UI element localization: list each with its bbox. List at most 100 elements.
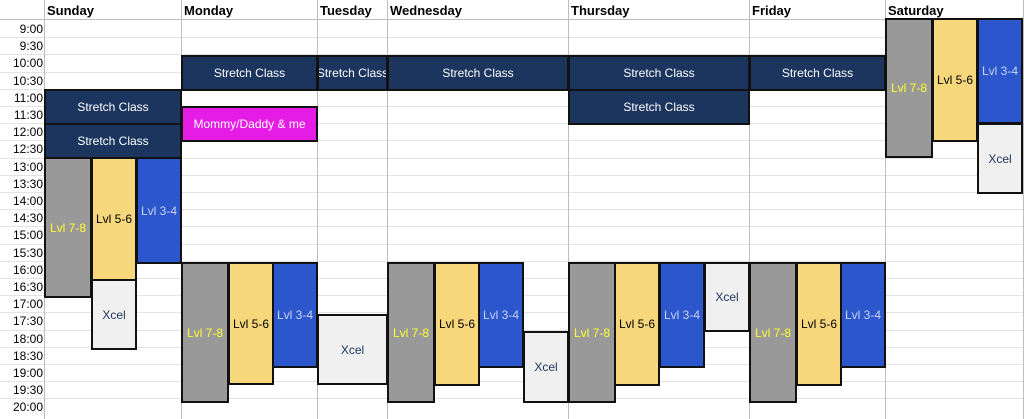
lvl-5-6-sunday[interactable]: Lvl 5-6 [91, 157, 137, 281]
row-gridline [0, 140, 1024, 141]
event-label: Lvl 3-4 [844, 308, 882, 322]
lvl-5-6-friday[interactable]: Lvl 5-6 [796, 262, 842, 386]
event-label: Lvl 5-6 [936, 73, 974, 87]
lvl-7-8-saturday[interactable]: Lvl 7-8 [885, 18, 933, 158]
column-gridline [317, 0, 318, 419]
event-label: Stretch Class [781, 66, 854, 80]
event-label: Stretch Class [623, 66, 695, 80]
row-gridline [0, 244, 1024, 245]
event-label: Lvl 3-4 [482, 308, 520, 322]
lvl-7-8-sunday[interactable]: Lvl 7-8 [44, 157, 92, 298]
xcel-thursday[interactable]: Xcel [704, 262, 750, 332]
event-label: Xcel [102, 307, 126, 322]
lvl-3-4-saturday[interactable]: Lvl 3-4 [977, 18, 1023, 124]
stretch-class-tuesday[interactable]: Stretch Class [317, 55, 388, 91]
time-label: 14:00 [12, 194, 43, 208]
event-label: Lvl 7-8 [186, 325, 224, 340]
row-gridline [0, 381, 1024, 382]
stretch-class-thursday-1000[interactable]: Stretch Class [568, 55, 750, 91]
event-label: Xcel [340, 342, 365, 357]
time-label: 20:00 [12, 400, 43, 414]
time-label: 18:30 [12, 349, 43, 363]
event-label: Lvl 3-4 [663, 308, 701, 322]
time-label: 11:30 [13, 108, 43, 122]
event-label: Xcel [715, 290, 739, 304]
row-gridline [0, 398, 1024, 399]
time-label: 14:30 [12, 211, 43, 225]
event-label: Lvl 5-6 [438, 317, 476, 331]
column-gridline [749, 0, 750, 419]
lvl-5-6-monday[interactable]: Lvl 5-6 [228, 262, 274, 385]
time-label: 9:00 [19, 22, 43, 36]
day-header-wednesday: Wednesday [390, 3, 463, 18]
row-gridline [0, 209, 1024, 210]
row-gridline [0, 226, 1024, 227]
xcel-wednesday[interactable]: Xcel [523, 331, 569, 403]
time-label: 15:30 [12, 246, 43, 260]
lvl-5-6-saturday[interactable]: Lvl 5-6 [932, 18, 978, 142]
day-header-saturday: Saturday [888, 3, 944, 18]
row-gridline [0, 106, 1024, 107]
event-label: Lvl 5-6 [800, 317, 838, 331]
lvl-3-4-wednesday[interactable]: Lvl 3-4 [478, 262, 524, 368]
event-label: Lvl 7-8 [49, 220, 87, 235]
time-label: 10:30 [12, 74, 43, 88]
xcel-sunday[interactable]: Xcel [91, 279, 137, 350]
time-label: 13:00 [12, 160, 43, 174]
stretch-class-monday[interactable]: Stretch Class [181, 55, 318, 91]
stretch-class-thursday-1100[interactable]: Stretch Class [568, 89, 750, 125]
event-label: Lvl 7-8 [392, 325, 430, 340]
event-label: Xcel [988, 151, 1012, 166]
event-label: Lvl 5-6 [618, 317, 656, 331]
column-gridline [568, 0, 569, 419]
event-label: Lvl 3-4 [981, 64, 1019, 78]
column-gridline [387, 0, 388, 419]
day-header-monday: Monday [184, 3, 234, 18]
time-label: 19:30 [12, 383, 43, 397]
time-label: 12:00 [12, 125, 43, 139]
stretch-class-friday[interactable]: Stretch Class [749, 55, 886, 91]
lvl-3-4-friday[interactable]: Lvl 3-4 [840, 262, 886, 368]
lvl-7-8-friday[interactable]: Lvl 7-8 [749, 262, 797, 403]
lvl-5-6-thursday[interactable]: Lvl 5-6 [614, 262, 660, 386]
event-label: Stretch Class [442, 66, 514, 80]
event-label: Mommy/Daddy & me [193, 117, 306, 131]
event-label: Lvl 7-8 [754, 325, 792, 340]
time-label: 18:00 [12, 332, 43, 346]
row-gridline [0, 192, 1024, 193]
time-label: 12:30 [12, 142, 43, 156]
event-label: Lvl 3-4 [276, 308, 314, 322]
lvl-3-4-monday[interactable]: Lvl 3-4 [272, 262, 318, 368]
time-label: 16:30 [12, 280, 43, 294]
event-label: Stretch Class [77, 100, 149, 114]
day-header-sunday: Sunday [47, 3, 94, 18]
row-gridline [0, 261, 1024, 262]
lvl-7-8-wednesday[interactable]: Lvl 7-8 [387, 262, 435, 403]
time-label: 13:30 [12, 177, 43, 191]
day-header-tuesday: Tuesday [320, 3, 372, 18]
time-label: 15:00 [12, 228, 43, 242]
time-label: 10:00 [12, 56, 43, 70]
stretch-class-wednesday[interactable]: Stretch Class [387, 55, 569, 91]
lvl-5-6-wednesday[interactable]: Lvl 5-6 [434, 262, 480, 386]
time-label: 9:30 [19, 39, 43, 53]
lvl-7-8-thursday[interactable]: Lvl 7-8 [568, 262, 616, 403]
stretch-class-sunday-1100[interactable]: Stretch Class [44, 89, 182, 125]
xcel-saturday[interactable]: Xcel [977, 123, 1023, 194]
lvl-7-8-monday[interactable]: Lvl 7-8 [181, 262, 229, 403]
event-label: Stretch Class [317, 66, 388, 80]
stretch-class-sunday-1200[interactable]: Stretch Class [44, 123, 182, 159]
mommy-daddy-me-monday[interactable]: Mommy/Daddy & me [181, 106, 318, 142]
lvl-3-4-thursday[interactable]: Lvl 3-4 [659, 262, 705, 368]
row-gridline [0, 54, 1024, 55]
xcel-tuesday[interactable]: Xcel [317, 314, 388, 385]
row-gridline [0, 37, 1024, 38]
day-header-thursday: Thursday [571, 3, 630, 18]
time-label: 17:00 [12, 297, 43, 311]
lvl-3-4-sunday[interactable]: Lvl 3-4 [136, 157, 182, 264]
row-gridline [0, 175, 1024, 176]
header-divider [0, 19, 1024, 20]
event-label: Stretch Class [623, 100, 695, 114]
event-label: Stretch Class [213, 66, 286, 80]
